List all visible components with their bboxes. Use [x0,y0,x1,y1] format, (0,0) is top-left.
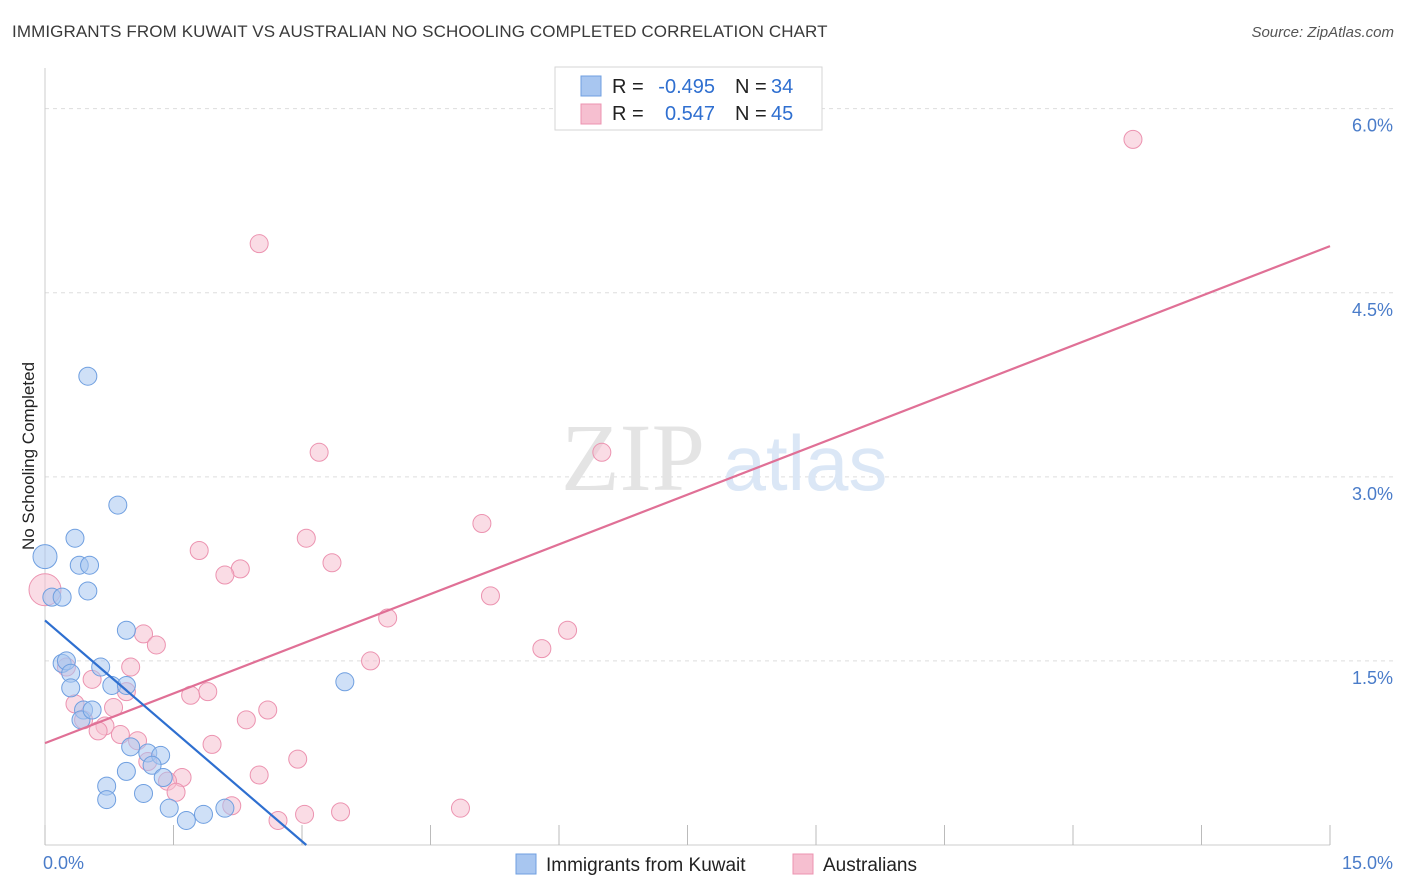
australians-point-44 [121,657,141,677]
legend-n-label-aus: N = [735,103,767,125]
y-tick-label-0: 1.5% [1352,668,1393,688]
australians-point-16 [532,639,552,659]
australians-point-21 [198,682,218,702]
legend-n-value-kuwait: 34 [771,76,793,98]
australians-point-36 [249,765,269,785]
grid-lines [45,108,1395,662]
stats-legend-swatch-kuwait [580,75,602,97]
watermark-zip: ZIP [561,404,705,511]
australians-point-10 [322,553,342,573]
trend-lines [44,245,1331,846]
australians-point-1 [1123,129,1143,149]
australians-point-4 [592,442,612,462]
kuwait-point-31 [193,804,213,824]
watermark: ZIP atlas [561,404,887,511]
x-tick-label-1: 15.0% [1342,853,1393,873]
kuwait-point-5 [80,555,100,575]
series-legend: Immigrants from Kuwait Australians [515,853,917,876]
y-tick-label-2: 4.5% [1352,300,1393,320]
stats-legend-swatch-aus [580,103,602,125]
series-immigrants-from-kuwait [32,366,355,830]
legend-r-value-kuwait: -0.495 [658,76,715,98]
series-legend-swatch-aus [792,853,814,875]
source-label: Source: ZipAtlas.com [1251,24,1394,41]
kuwait-point-0 [32,544,58,570]
legend-n-label-kuwait: N = [735,76,767,98]
kuwait-point-29 [159,798,179,818]
stats-legend: R = -0.495 N = 34 R = 0.547 N = 45 [554,66,823,131]
australians-point-26 [236,710,256,730]
series-legend-swatch-kuwait [515,853,537,875]
australians-point-17 [361,651,381,671]
australians-point-3 [309,442,329,462]
legend-r-value-aus: 0.547 [665,103,715,125]
x-tick-label-0: 0.0% [43,853,84,873]
kuwait-point-12 [61,678,81,698]
australians-point-38 [166,782,186,802]
australians-point-41 [295,804,315,824]
australians-point-43 [450,798,470,818]
australians-trend-line [44,245,1331,745]
chart-title: IMMIGRANTS FROM KUWAIT VS AUSTRALIAN NO … [12,22,828,41]
kuwait-point-8 [108,495,128,515]
kuwait-point-6 [65,528,85,548]
kuwait-point-3 [78,366,98,386]
kuwait-point-27 [97,790,117,810]
kuwait-point-16 [116,675,136,695]
australians-point-33 [288,749,308,769]
kuwait-point-25 [153,768,173,788]
australians-point-6 [296,528,316,548]
australians-point-14 [146,635,166,655]
kuwait-point-19 [82,700,102,720]
australians-point-11 [480,586,500,606]
australians-point-32 [202,734,222,754]
series-legend-label-aus: Australians [823,855,917,876]
australians-point-5 [472,513,492,533]
series-legend-label-kuwait: Immigrants from Kuwait [546,855,746,876]
y-tick-label-1: 3.0% [1352,484,1393,504]
kuwait-point-2 [52,587,72,607]
australians-point-42 [331,802,351,822]
x-tick-labels: 0.0% 15.0% [43,853,1393,873]
legend-r-label-aus: R = [612,103,644,125]
kuwait-point-33 [335,672,355,692]
kuwait-point-23 [116,761,136,781]
australians-point-30 [110,725,130,745]
y-tick-label-3: 6.0% [1352,116,1393,136]
kuwait-point-32 [215,798,235,818]
series-australians [28,129,1143,830]
y-tick-labels: 1.5% 3.0% 4.5% 6.0% [1352,116,1393,688]
axes [44,68,1331,846]
kuwait-point-28 [134,783,154,803]
australians-point-15 [558,620,578,640]
kuwait-trend-line [44,619,308,846]
kuwait-point-7 [78,581,98,601]
watermark-atlas: atlas [723,419,888,507]
y-axis-title: No Schooling Completed [19,362,38,550]
australians-point-2 [249,234,269,254]
australians-point-7 [189,540,209,560]
legend-n-value-aus: 45 [771,103,793,125]
kuwait-point-14 [116,620,136,640]
kuwait-point-30 [176,810,196,830]
kuwait-point-24 [142,755,162,775]
legend-r-label-kuwait: R = [612,76,644,98]
kuwait-point-20 [121,737,141,757]
australians-point-9 [215,565,235,585]
australians-point-25 [258,700,278,720]
